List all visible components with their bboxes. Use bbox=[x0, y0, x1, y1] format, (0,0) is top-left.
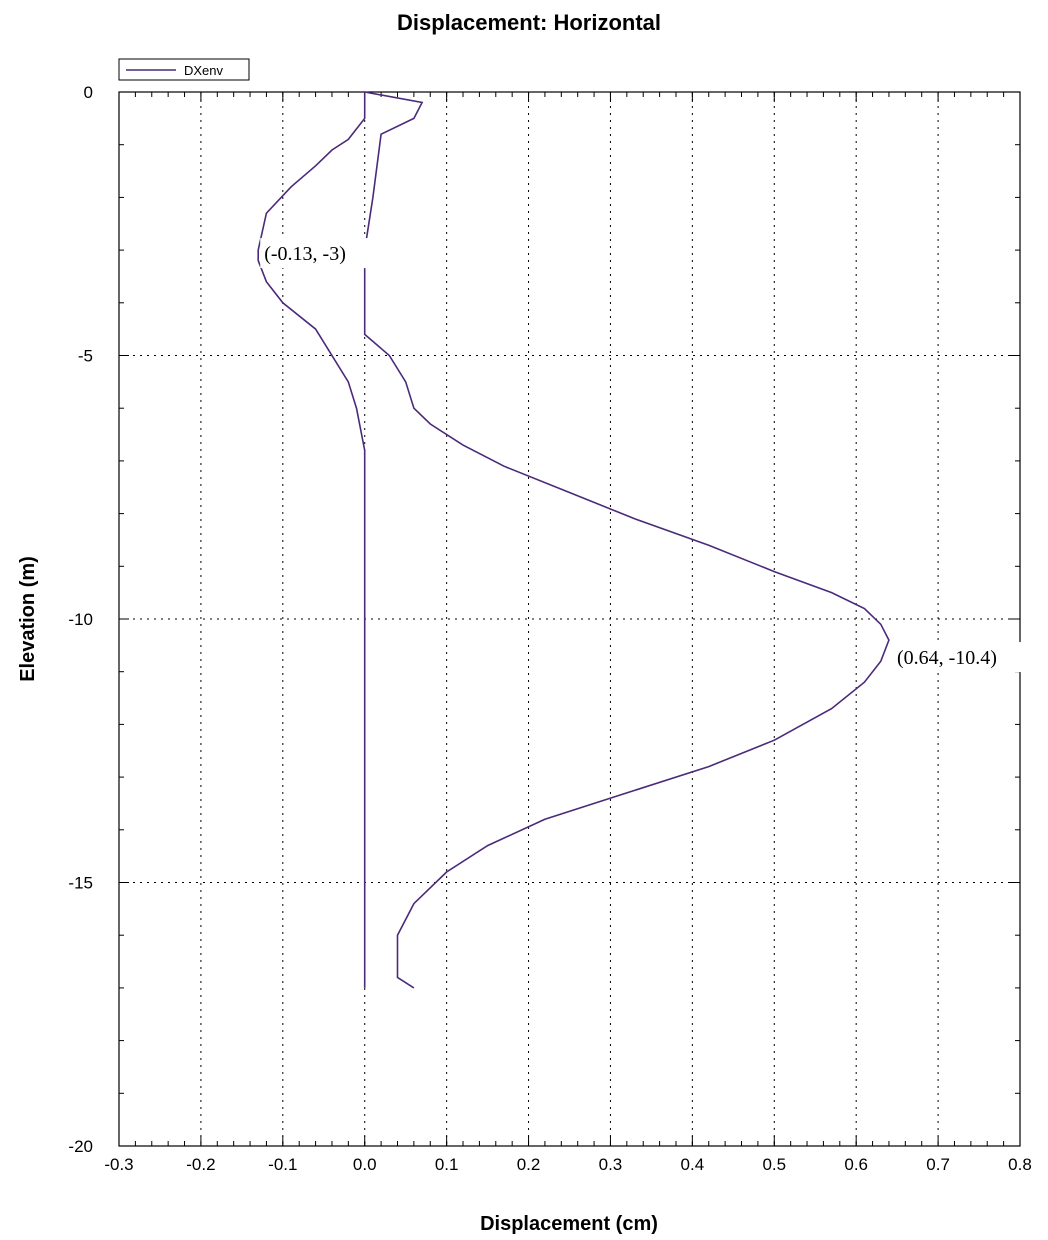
x-tick-label: 0.2 bbox=[517, 1155, 541, 1174]
x-tick-label: -0.2 bbox=[186, 1155, 215, 1174]
annotation-label: (0.64, -10.4) bbox=[897, 647, 997, 669]
annotation-label: (-0.13, -3) bbox=[264, 243, 346, 265]
legend-label: DXenv bbox=[184, 63, 224, 78]
y-tick-label: -5 bbox=[78, 347, 93, 366]
y-tick-label: -15 bbox=[68, 874, 93, 893]
y-tick-labels: 0 -5 -10 -15 -20 bbox=[68, 83, 93, 1156]
legend: DXenv bbox=[118, 58, 250, 81]
chart-title: Displacement: Horizontal bbox=[397, 10, 661, 35]
series-layer bbox=[257, 91, 890, 989]
x-tick-label: 0.0 bbox=[353, 1155, 377, 1174]
x-tick-label: -0.3 bbox=[104, 1155, 133, 1174]
axis-ticks bbox=[118, 91, 1021, 1147]
x-tick-label: 0.8 bbox=[1008, 1155, 1032, 1174]
y-tick-label: -10 bbox=[68, 610, 93, 629]
y-tick-label: 0 bbox=[84, 83, 93, 102]
x-tick-label: 0.4 bbox=[681, 1155, 705, 1174]
x-tick-label: -0.1 bbox=[268, 1155, 297, 1174]
y-tick-label: -20 bbox=[68, 1137, 93, 1156]
y-axis-label: Elevation (m) bbox=[17, 556, 39, 682]
x-axis-label: Displacement (cm) bbox=[480, 1213, 658, 1235]
series-line-min bbox=[257, 92, 366, 988]
x-tick-label: 0.3 bbox=[599, 1155, 623, 1174]
grid-lines bbox=[119, 92, 1020, 1146]
plot-frame bbox=[118, 91, 1021, 1147]
annotation-bg bbox=[892, 642, 1031, 673]
series-line-max bbox=[363, 91, 890, 989]
x-tick-labels: -0.3 -0.2 -0.1 0.0 0.1 0.2 0.3 0.4 0.5 0.6 0.7 0.8 bbox=[104, 1155, 1031, 1174]
x-tick-label: 0.5 bbox=[762, 1155, 786, 1174]
legend-box bbox=[118, 58, 250, 81]
x-tick-label: 0.1 bbox=[435, 1155, 459, 1174]
annotation-bg bbox=[260, 238, 379, 269]
x-tick-label: 0.7 bbox=[926, 1155, 950, 1174]
annotations: (-0.13, -3) (0.64, -10.4) bbox=[260, 238, 1031, 673]
x-tick-label: 0.6 bbox=[844, 1155, 868, 1174]
